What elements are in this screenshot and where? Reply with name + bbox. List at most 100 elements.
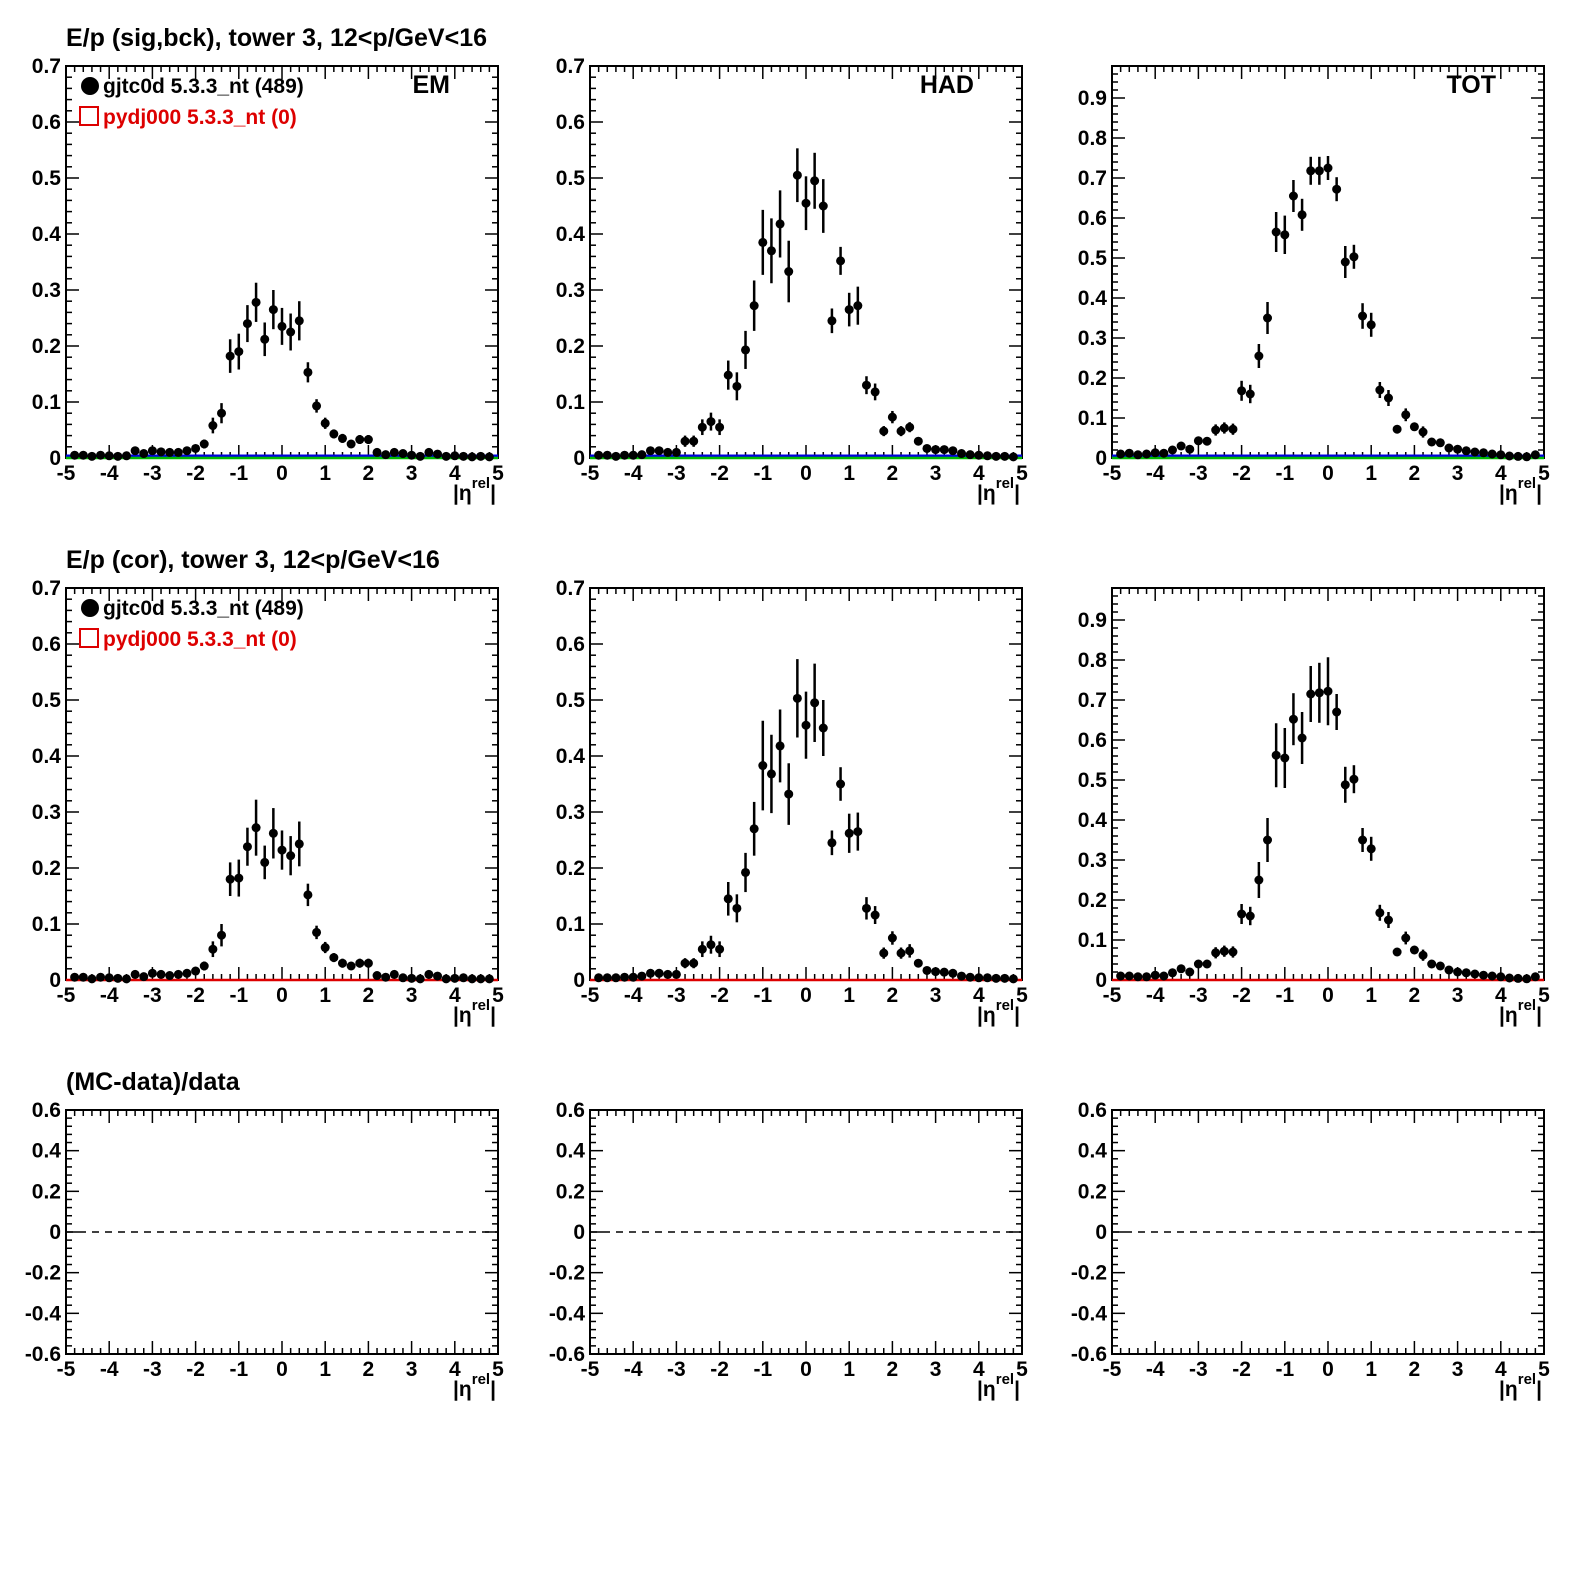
data-point (286, 851, 296, 861)
data-point (1522, 974, 1532, 984)
data-point (602, 450, 612, 460)
y-tick-label: -0.4 (1071, 1302, 1108, 1325)
data-point (931, 445, 941, 455)
data-point (389, 969, 399, 979)
legend: gjtc0d 5.3.3_nt (489) pydj000 5.3.3_nt (0… (79, 75, 304, 129)
data-point (620, 972, 630, 982)
data-point (844, 305, 854, 315)
data-point (225, 351, 235, 361)
x-tick-label: 0 (1322, 1358, 1334, 1381)
data-point (363, 435, 373, 445)
data-point (1323, 686, 1333, 696)
data-point (637, 971, 647, 981)
data-point (1513, 973, 1523, 983)
data-point (1288, 191, 1298, 201)
x-axis-label: |ηrel| (1499, 475, 1542, 505)
data-point (792, 170, 802, 180)
data-point (766, 246, 776, 256)
x-axis-label-tail: | (490, 1378, 496, 1401)
data-point (741, 345, 751, 355)
data-point (1193, 436, 1203, 446)
x-tick-label: 0 (800, 984, 812, 1007)
row-title: (MC-data)/data (66, 1068, 241, 1096)
data-point (441, 974, 451, 984)
x-tick-label: -3 (143, 984, 162, 1007)
data-point (467, 974, 477, 984)
y-tick-label: 0 (49, 1221, 61, 1244)
data-point (1383, 393, 1393, 403)
x-tick-label: -2 (186, 462, 205, 485)
data-point (1116, 971, 1126, 981)
x-tick-label: -5 (1103, 462, 1122, 485)
x-tick-label: -5 (1103, 1358, 1122, 1381)
x-tick-label: -2 (710, 984, 729, 1007)
x-axis-label: |ηrel| (1499, 997, 1542, 1027)
data-point (130, 446, 140, 456)
data-point (913, 436, 923, 446)
data-point (1228, 947, 1238, 957)
y-tick-label: 0.3 (32, 279, 61, 302)
y-tick-label: 0.5 (32, 167, 62, 190)
data-point (407, 450, 417, 460)
data-point (628, 450, 638, 460)
data-point (1522, 452, 1532, 462)
plot-frame (589, 587, 1023, 981)
data-point (1297, 733, 1307, 743)
y-tick-label: 0.4 (32, 223, 62, 246)
data-point (96, 972, 106, 982)
data-point (982, 973, 992, 983)
data-point (1375, 908, 1385, 918)
data-point (836, 256, 846, 266)
data-point (1435, 438, 1445, 448)
data-point (467, 452, 477, 462)
x-tick-label: 3 (406, 1358, 418, 1381)
y-tick-label: 0.2 (1078, 889, 1107, 912)
y-tick-label: -0.6 (549, 1343, 585, 1366)
data-point (312, 927, 322, 937)
x-axis-label-main: |η (453, 482, 472, 505)
data-point (199, 961, 209, 971)
data-point (836, 779, 846, 789)
data-point (1409, 945, 1419, 955)
x-tick-label: -3 (667, 984, 686, 1007)
data-point (346, 439, 356, 449)
data-point (208, 944, 218, 954)
x-tick-label: -2 (1232, 1358, 1251, 1381)
data-point (1263, 313, 1273, 323)
data-point (191, 443, 201, 453)
legend-marker-bck (79, 106, 99, 126)
x-tick-label: 3 (1452, 984, 1464, 1007)
data-point (1202, 436, 1212, 446)
y-tick-label: 0.7 (1078, 167, 1107, 190)
x-axis-label: |ηrel| (1499, 1371, 1542, 1401)
x-tick-label: 1 (1365, 984, 1377, 1007)
x-tick-label: 4 (973, 984, 985, 1007)
x-tick-label: -5 (57, 462, 76, 485)
data-point (645, 446, 655, 456)
data-point (948, 968, 958, 978)
x-tick-label: 5 (1538, 1358, 1550, 1381)
data-point (182, 446, 192, 456)
data-point (680, 436, 690, 446)
data-point (1237, 909, 1247, 919)
data-point (1470, 969, 1480, 979)
y-tick-label: 0.5 (32, 689, 62, 712)
x-tick-label: 5 (1538, 984, 1550, 1007)
data-point (303, 367, 313, 377)
data-point (1245, 389, 1255, 399)
data-point (1167, 445, 1177, 455)
x-tick-label: 3 (930, 462, 942, 485)
data-point (173, 969, 183, 979)
data-point (1530, 450, 1540, 460)
y-tick-label: 0.9 (1078, 87, 1107, 110)
row-title: E/p (sig,bck), tower 3, 12<p/GeV<16 (66, 24, 487, 52)
data-point (706, 417, 716, 427)
panel-label: EM (413, 71, 451, 99)
x-tick-label: 0 (276, 1358, 288, 1381)
data-point (749, 301, 759, 311)
x-tick-label: -1 (753, 1358, 772, 1381)
data-point (801, 720, 811, 730)
y-tick-label: 0.4 (556, 223, 586, 246)
legend-entry-bck: pydj000 5.3.3_nt (0) (103, 106, 297, 129)
data-point (234, 347, 244, 357)
